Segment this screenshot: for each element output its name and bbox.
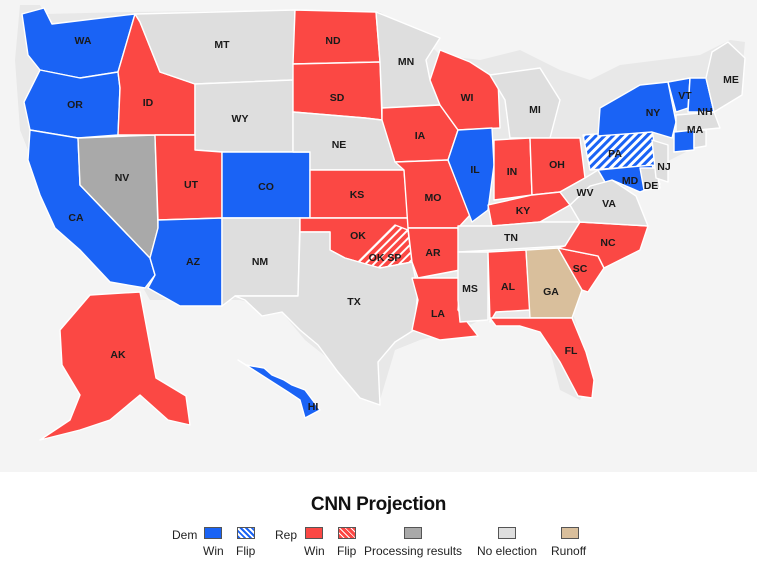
label-AZ: AZ: [186, 256, 201, 268]
election-map: WA OR CA NV ID MT WY UT AZ CO NM ND SD N…: [0, 0, 757, 472]
state-AL[interactable]: [487, 249, 531, 323]
label-SD: SD: [330, 92, 345, 104]
state-FL[interactable]: [489, 317, 595, 399]
label-MN: MN: [398, 56, 414, 68]
label-OK-SP: OK SP: [369, 252, 402, 264]
label-PA: PA: [608, 148, 622, 160]
label-MA: MA: [687, 124, 704, 136]
label-NH: NH: [697, 106, 712, 118]
label-ND: ND: [325, 35, 341, 47]
label-NE: NE: [332, 139, 347, 151]
label-TX: TX: [347, 296, 360, 308]
swatch-processing: [404, 527, 422, 539]
label-CA: CA: [68, 212, 84, 224]
label-OH: OH: [549, 159, 565, 171]
legend-rep-win-label: Win: [304, 544, 325, 558]
state-RI[interactable]: [693, 129, 707, 149]
legend-rep-flip-label: Flip: [337, 544, 357, 558]
label-KY: KY: [516, 205, 531, 217]
label-IA: IA: [415, 130, 426, 142]
label-LA: LA: [431, 308, 445, 320]
label-IN: IN: [507, 166, 518, 178]
label-NC: NC: [600, 237, 616, 249]
legend-title: CNN Projection: [310, 494, 447, 515]
label-FL: FL: [565, 345, 578, 357]
label-MT: MT: [214, 39, 230, 51]
state-ME[interactable]: [705, 41, 746, 113]
legend-runoff-label: Runoff: [551, 544, 587, 558]
label-MI: MI: [529, 104, 541, 116]
label-DE: DE: [644, 180, 659, 192]
label-GA: GA: [543, 286, 559, 298]
label-WA: WA: [75, 35, 92, 47]
state-NY[interactable]: [597, 81, 677, 139]
label-CO: CO: [258, 181, 274, 193]
label-NY: NY: [646, 107, 661, 119]
label-OR: OR: [67, 99, 83, 111]
label-ID: ID: [143, 97, 154, 109]
swatch-dem-win: [204, 527, 222, 539]
label-AL: AL: [501, 281, 516, 293]
legend-no-election-label: No election: [477, 544, 538, 558]
state-WI[interactable]: [429, 49, 501, 131]
state-NJ[interactable]: [651, 139, 669, 183]
swatch-dem-flip: [237, 527, 255, 539]
label-UT: UT: [184, 179, 199, 191]
label-SC: SC: [573, 263, 588, 275]
label-WV: WV: [577, 187, 594, 199]
state-MA[interactable]: [675, 111, 721, 133]
label-WI: WI: [461, 92, 474, 104]
label-ME: ME: [723, 74, 739, 86]
state-MS[interactable]: [457, 251, 489, 323]
swatch-rep-win: [305, 527, 323, 539]
state-AZ[interactable]: [147, 217, 223, 307]
state-TX[interactable]: [234, 231, 419, 406]
legend-dem-win-label: Win: [203, 544, 224, 558]
label-NJ: NJ: [657, 161, 671, 173]
state-AR[interactable]: [407, 227, 461, 279]
label-OK: OK: [350, 230, 366, 242]
swatch-runoff: [561, 527, 579, 539]
label-WY: WY: [232, 113, 249, 125]
label-TN: TN: [504, 232, 518, 244]
legend-dem-label: Dem: [172, 528, 198, 542]
legend-processing-label: Processing results: [364, 544, 463, 558]
label-AR: AR: [425, 247, 441, 259]
label-IL: IL: [470, 164, 480, 176]
label-NM: NM: [252, 256, 269, 268]
label-MD: MD: [622, 175, 639, 187]
label-MO: MO: [425, 192, 442, 204]
state-IL[interactable]: [447, 127, 495, 223]
label-KS: KS: [350, 189, 365, 201]
label-NV: NV: [115, 172, 130, 184]
label-AK: AK: [110, 349, 126, 361]
label-VT: VT: [678, 90, 692, 102]
state-CT[interactable]: [673, 129, 695, 153]
label-VA: VA: [602, 198, 616, 210]
legend-rep-label: Rep: [275, 528, 298, 542]
state-HI[interactable]: [237, 359, 321, 419]
us-map-svg: WA OR CA NV ID MT WY UT AZ CO NM ND SD N…: [15, 5, 746, 441]
label-HI: HI: [308, 401, 319, 413]
swatch-rep-flip: [338, 527, 356, 539]
state-AK[interactable]: [39, 291, 191, 441]
state-labels: WA OR CA NV ID MT WY UT AZ CO NM ND SD N…: [67, 35, 739, 413]
swatch-no-election: [498, 527, 516, 539]
legend-dem-flip-label: Flip: [236, 544, 256, 558]
legend: CNN Projection Dem Win Flip Rep Win Flip…: [0, 472, 757, 564]
label-MS: MS: [462, 283, 478, 295]
